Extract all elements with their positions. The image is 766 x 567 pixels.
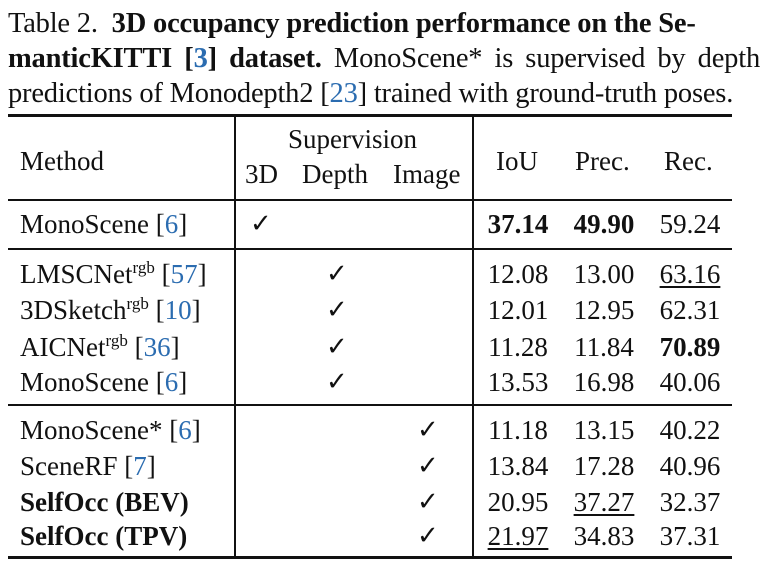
caption-title-ref[interactable]: 3 [193,43,208,74]
iou-value: 13.84 [487,451,549,481]
caption-text-ref[interactable]: 23 [329,78,358,109]
prec-value: 17.28 [573,451,635,481]
supervision-check-icon: ✓ [326,259,348,289]
method-name-cell: AICNetrgb [36] [20,331,180,367]
rec-value: 37.31 [659,521,721,551]
prec-value: 16.98 [573,367,635,397]
iou-value: 12.01 [487,295,549,325]
prec-value: 49.90 [573,209,635,239]
prec-value: 34.83 [573,521,635,551]
header-rule [8,199,732,201]
citation-link[interactable]: 6 [164,209,179,239]
supervision-check-icon: ✓ [417,451,439,481]
rec-value: 70.89 [659,332,721,362]
citation-link[interactable]: 6 [178,415,192,445]
method-name-cell: SelfOcc (TPV) [20,520,187,552]
method-name-cell: MonoScene [6] [20,366,187,398]
header-rec: Rec. [664,146,713,176]
method-name-cell: SceneRF [7] [20,450,156,482]
supervision-check-icon: ✓ [250,209,272,239]
method-name-cell: MonoScene [6] [20,208,187,240]
rec-value: 63.16 [659,259,721,289]
method-name: SceneRF [20,451,118,481]
bottom-rule [8,556,732,559]
header-sup-image: Image [393,159,461,189]
method-name: SelfOcc (TPV) [20,521,188,551]
iou-value: 37.14 [487,209,549,239]
supervision-check-icon: ✓ [417,487,439,517]
rec-value: 59.24 [659,209,721,239]
method-name: MonoScene [20,209,149,239]
citation: [36] [127,332,180,362]
iou-value: 11.18 [488,415,548,445]
table-caption: Table 2. 3D occupancy prediction perform… [8,6,760,111]
rec-value: 40.06 [659,367,721,397]
caption-label: Table 2. [8,8,98,39]
caption-title-part2a: manticKITTI [ [8,43,194,74]
method-name-cell: MonoScene* [6] [20,414,201,446]
citation-link[interactable]: 57 [170,259,198,289]
header-sup-3d: 3D [245,159,278,189]
supervision-check-icon: ✓ [326,332,348,362]
supervision-check-icon: ✓ [417,521,439,551]
caption-text-a: MonoScene* is supervised by depth predic… [8,43,760,109]
iou-value: 21.97 [487,521,549,551]
method-name: MonoScene [20,367,149,397]
iou-value: 13.53 [487,367,549,397]
rec-value: 40.22 [659,415,721,445]
prec-value: 13.15 [573,415,635,445]
prec-value: 11.84 [574,332,634,362]
citation-link[interactable]: 7 [133,451,147,481]
rec-value: 62.31 [659,295,721,325]
method-name: LMSCNet [20,259,133,289]
supervision-check-icon: ✓ [326,295,348,325]
method-superscript: rgb [126,294,149,313]
prec-value: 12.95 [573,295,635,325]
caption-title-part2b: ] dataset. [207,43,322,74]
method-superscript: rgb [105,331,128,350]
header-supervision: Supervision [288,124,418,154]
method-name: MonoScene* [20,415,163,445]
header-prec: Prec. [575,146,630,176]
citation: [6] [148,209,188,239]
citation: [10] [148,295,201,325]
iou-value: 12.08 [487,259,549,289]
citation: [6] [162,415,201,445]
method-name-cell: 3DSketchrgb [10] [20,294,201,330]
citation: [6] [148,367,188,397]
rec-value: 40.96 [659,451,721,481]
method-name: AICNet [20,332,106,362]
citation-link[interactable]: 10 [164,295,192,325]
prec-value: 37.27 [573,487,635,517]
caption-title-part1: 3D occupancy prediction performance on t… [111,8,696,39]
method-name: 3DSketch [20,295,127,325]
top-rule [8,114,732,117]
prec-value: 13.00 [573,259,635,289]
supervision-check-icon: ✓ [326,367,348,397]
supervision-check-icon: ✓ [417,415,439,445]
citation: [7] [117,451,156,481]
method-name-cell: SelfOcc (BEV) [20,486,189,518]
method-name-cell: LMSCNetrgb [57] [20,258,207,294]
iou-value: 20.95 [487,487,549,517]
method-superscript: rgb [132,258,155,277]
method-name: SelfOcc (BEV) [20,487,189,517]
citation-link[interactable]: 36 [143,332,171,362]
header-method: Method [20,146,104,176]
rec-value: 32.37 [659,487,721,517]
caption-text-b: ] trained with ground-truth poses. [357,78,734,109]
citation: [57] [154,259,207,289]
header-iou: IoU [496,146,538,176]
header-sup-depth: Depth [302,159,368,189]
method-divider [234,116,236,556]
group2-rule [8,404,732,406]
metrics-divider [472,116,474,556]
iou-value: 11.28 [488,332,548,362]
citation-link[interactable]: 6 [164,367,179,397]
group1-rule [8,248,732,250]
